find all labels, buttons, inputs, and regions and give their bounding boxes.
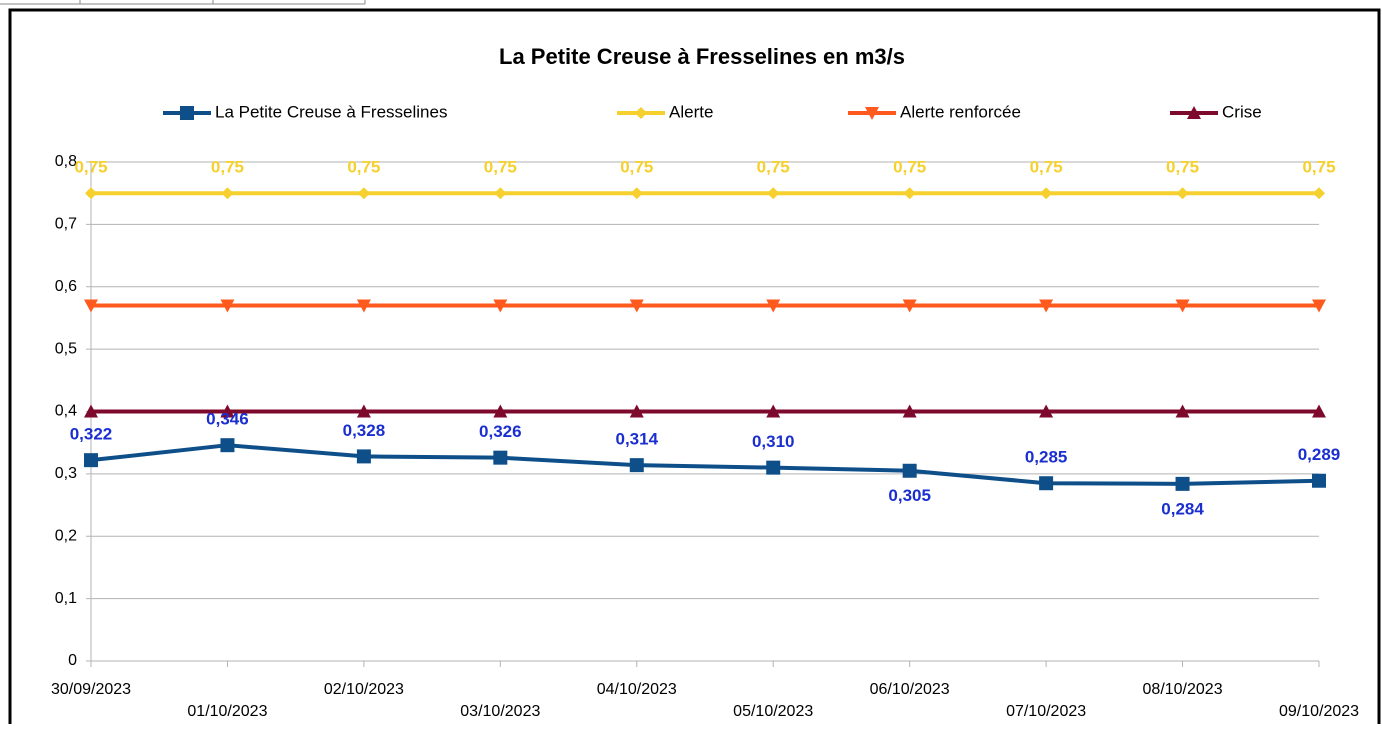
chart-title: La Petite Creuse à Fresselines en m3/s	[499, 44, 905, 69]
data-point	[84, 299, 98, 313]
data-point	[1313, 187, 1325, 200]
data-label: 0,75	[893, 158, 926, 177]
data-point	[356, 404, 371, 418]
legend-label: Alerte	[669, 102, 713, 121]
data-point	[629, 299, 644, 313]
x-tick-label: 30/09/2023	[51, 681, 131, 698]
series-line	[90, 443, 1320, 486]
y-tick-label: 0,3	[55, 465, 77, 482]
data-point	[1312, 473, 1326, 488]
y-tick-label: 0,4	[55, 403, 77, 420]
data-point	[1175, 299, 1190, 313]
data-label: 0,314	[616, 430, 659, 449]
data-label: 0,75	[620, 158, 653, 177]
data-label: 0,75	[484, 158, 517, 177]
data-point	[1176, 187, 1189, 200]
data-point	[85, 187, 97, 200]
x-tick-label: 07/10/2023	[1006, 703, 1086, 720]
data-point	[766, 299, 781, 313]
legend-label: Alerte renforcée	[900, 102, 1021, 121]
data-label: 0,75	[74, 158, 107, 177]
data-point	[84, 404, 98, 418]
data-point	[356, 449, 371, 464]
data-label: 0,305	[888, 486, 931, 505]
data-point	[221, 187, 234, 200]
data-point	[1175, 476, 1190, 491]
data-label: 0,75	[1166, 158, 1199, 177]
legend-marker	[1187, 106, 1201, 119]
x-tick-label: 04/10/2023	[597, 681, 677, 698]
data-label: 0,289	[1298, 445, 1341, 464]
data-label: 0,75	[757, 158, 790, 177]
x-tick-label: 01/10/2023	[187, 703, 267, 720]
data-point	[493, 299, 508, 313]
x-tick-label: 05/10/2023	[733, 703, 813, 720]
data-point	[630, 187, 643, 200]
data-point	[357, 187, 370, 200]
data-point	[356, 299, 371, 313]
x-tick-label: 06/10/2023	[870, 681, 950, 698]
data-point	[767, 187, 780, 200]
x-tick-label: 08/10/2023	[1143, 681, 1223, 698]
data-point	[629, 404, 644, 418]
data-label: 0,75	[1030, 158, 1063, 177]
data-point	[1039, 404, 1054, 418]
data-point	[494, 187, 507, 200]
data-point	[220, 299, 235, 313]
y-tick-label: 0,8	[55, 153, 77, 170]
legend-label: La Petite Creuse à Fresselines	[215, 102, 447, 121]
data-point	[220, 404, 235, 418]
data-label: 0,328	[343, 421, 386, 440]
data-point	[1312, 404, 1326, 418]
y-tick-label: 0,6	[55, 278, 77, 295]
data-point	[629, 458, 644, 473]
legend-marker	[865, 107, 879, 120]
data-point	[1040, 187, 1053, 200]
data-point	[493, 404, 508, 418]
x-tick-label: 03/10/2023	[460, 703, 540, 720]
data-point	[903, 187, 916, 200]
data-point	[1039, 476, 1054, 491]
y-tick-label: 0,1	[55, 590, 77, 607]
data-point	[902, 404, 917, 418]
legend-marker	[635, 107, 647, 119]
legend-marker	[180, 106, 194, 120]
data-point	[902, 299, 917, 313]
data-point	[1039, 299, 1054, 313]
data-label: 0,346	[206, 410, 249, 429]
data-point	[902, 463, 917, 478]
chart-frame	[8, 8, 1381, 729]
data-label: 0,285	[1025, 448, 1068, 467]
data-label: 0,326	[479, 422, 522, 441]
data-label: 0,322	[70, 425, 113, 444]
data-point	[766, 460, 781, 475]
data-label: 0,310	[752, 432, 795, 451]
data-point	[1175, 404, 1190, 418]
data-point	[84, 453, 98, 468]
data-label: 0,75	[347, 158, 380, 177]
x-tick-label: 02/10/2023	[324, 681, 404, 698]
y-tick-label: 0,2	[55, 527, 77, 544]
data-label: 0,284	[1161, 499, 1204, 518]
data-point	[1312, 299, 1326, 313]
data-label: 0,75	[1302, 158, 1335, 177]
y-tick-label: 0,7	[55, 216, 77, 233]
data-point	[220, 438, 235, 453]
y-tick-label: 0	[68, 652, 77, 669]
legend-label: Crise	[1222, 102, 1262, 121]
data-point	[493, 450, 508, 465]
y-tick-label: 0,5	[55, 340, 77, 357]
data-label: 0,75	[211, 158, 244, 177]
data-point	[766, 404, 781, 418]
x-tick-label: 09/10/2023	[1279, 703, 1359, 720]
